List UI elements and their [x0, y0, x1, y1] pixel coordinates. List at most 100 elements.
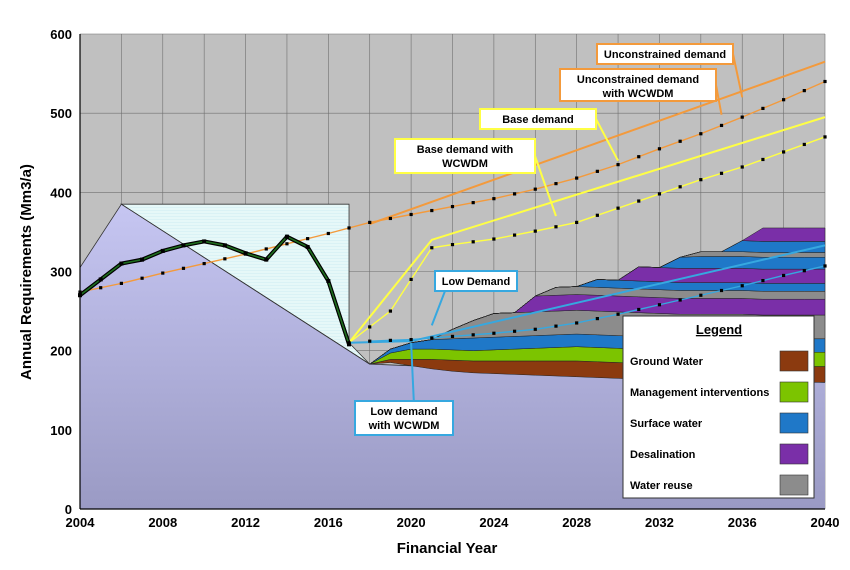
actual-point	[160, 248, 165, 253]
callout-text: with WCWDM	[602, 88, 674, 100]
callout-text: Base demand	[502, 114, 574, 126]
marker-unconstrained-demand-with-wcwdm	[533, 187, 537, 191]
marker-low-demand-with-wcwdm	[823, 264, 827, 268]
line-unconstrained-demand	[369, 60, 826, 225]
legend-swatch	[779, 350, 809, 372]
marker-unconstrained-demand-with-wcwdm	[740, 115, 744, 119]
y-tick-label: 100	[50, 423, 72, 438]
marker-low-demand-with-wcwdm	[699, 293, 703, 297]
stack-area-desalination	[369, 227, 826, 365]
marker-base-demand-with-wcwdm	[471, 240, 475, 244]
legend-label: Ground Water	[630, 356, 704, 368]
marker-base-demand-with-wcwdm	[719, 171, 724, 175]
marker-low-demand-with-wcwdm	[554, 324, 558, 328]
marker-low-demand-with-wcwdm	[678, 298, 682, 302]
marker-base-demand-with-wcwdm	[616, 206, 620, 210]
marker-low-demand-with-wcwdm	[595, 317, 599, 321]
marker-base-demand-with-wcwdm	[575, 220, 579, 225]
marker-low-demand-with-wcwdm	[761, 279, 765, 283]
line-base-demand	[348, 116, 826, 344]
x-tick-label: 2024	[479, 515, 509, 530]
y-tick-label: 500	[50, 106, 72, 121]
marker-base-demand-with-wcwdm	[657, 192, 662, 196]
marker-unconstrained-demand-with-wcwdm	[678, 139, 682, 143]
marker-base-demand-with-wcwdm	[678, 185, 682, 189]
marker-unconstrained-demand-with-wcwdm	[657, 147, 662, 151]
callout-text: Base demand with	[417, 144, 514, 156]
callout-text: Low demand	[370, 406, 437, 418]
callout-text: Unconstrained demand	[604, 49, 726, 61]
marker-unconstrained-demand-with-wcwdm	[699, 132, 703, 136]
actual-point	[347, 342, 352, 347]
marker-unconstrained-demand-with-wcwdm	[181, 266, 186, 270]
marker-base-demand-with-wcwdm	[368, 325, 372, 329]
marker-unconstrained-demand-with-wcwdm	[223, 257, 227, 261]
marker-unconstrained-demand-with-wcwdm	[409, 212, 413, 217]
marker-unconstrained-demand-with-wcwdm	[575, 176, 579, 180]
marker-base-demand-with-wcwdm	[595, 213, 599, 217]
marker-low-demand-with-wcwdm	[533, 327, 537, 331]
marker-base-demand-with-wcwdm	[512, 233, 517, 237]
actual-point	[181, 243, 186, 248]
callout-box	[354, 400, 454, 436]
legend-swatch	[779, 381, 809, 403]
marker-unconstrained-demand-with-wcwdm	[492, 197, 496, 201]
legend-swatch	[779, 474, 809, 496]
marker-unconstrained-demand-with-wcwdm	[802, 89, 806, 93]
callout-text: with WCWDM	[368, 420, 440, 432]
actual-point	[243, 251, 248, 256]
marker-unconstrained-demand-with-wcwdm	[823, 79, 827, 84]
marker-base-demand-with-wcwdm	[823, 135, 827, 139]
marker-unconstrained-demand-with-wcwdm	[202, 261, 206, 266]
marker-unconstrained-demand-with-wcwdm	[388, 216, 393, 221]
marker-low-demand-with-wcwdm	[802, 269, 806, 273]
legend-swatch	[779, 443, 809, 465]
marker-low-demand-with-wcwdm	[368, 339, 372, 343]
marker-unconstrained-demand-with-wcwdm	[554, 182, 558, 186]
callout-box	[434, 270, 518, 292]
callout-text: Low Demand	[442, 276, 510, 288]
marker-unconstrained-demand-with-wcwdm	[368, 220, 372, 225]
actual-point	[222, 243, 227, 248]
marker-unconstrained-demand-with-wcwdm	[264, 247, 268, 251]
callout: Low Demand	[430, 270, 518, 326]
x-tick-label: 2016	[314, 515, 343, 530]
marker-unconstrained-demand-with-wcwdm	[99, 286, 103, 290]
marker-low-demand-with-wcwdm	[430, 336, 434, 340]
actual-point	[119, 261, 124, 266]
callout: Unconstrained demand with WCWDM	[559, 68, 723, 115]
marker-low-demand-with-wcwdm	[616, 312, 620, 316]
marker-unconstrained-demand-with-wcwdm	[347, 226, 351, 230]
legend-swatch	[779, 412, 809, 434]
legend-box	[622, 315, 815, 499]
callout-leader	[732, 53, 744, 98]
marker-low-demand-with-wcwdm	[471, 333, 475, 337]
x-tick-label: 2020	[397, 515, 426, 530]
marker-base-demand-with-wcwdm	[740, 165, 744, 169]
legend-label: Management interventions	[630, 387, 769, 399]
legend-label: Desalination	[630, 449, 696, 461]
actual-point	[305, 244, 310, 249]
callout: Low demand with WCWDM	[354, 342, 454, 436]
y-tick-label: 300	[50, 265, 72, 280]
marker-base-demand-with-wcwdm	[533, 229, 537, 233]
marker-unconstrained-demand-with-wcwdm	[782, 98, 786, 102]
callout: Base demand	[479, 108, 619, 162]
marker-unconstrained-demand-with-wcwdm	[471, 201, 475, 205]
callout-box	[394, 138, 536, 174]
marker-low-demand-with-wcwdm	[657, 303, 662, 307]
actual-point	[98, 277, 103, 282]
marker-base-demand-with-wcwdm	[761, 157, 765, 162]
marker-base-demand-with-wcwdm	[409, 277, 413, 282]
marker-unconstrained-demand-with-wcwdm	[637, 155, 641, 159]
actual-point	[326, 279, 331, 283]
marker-unconstrained-demand-with-wcwdm	[326, 231, 330, 236]
marker-unconstrained-demand-with-wcwdm	[512, 192, 517, 196]
callout-box	[559, 68, 717, 102]
actual-point	[140, 257, 145, 262]
marker-base-demand-with-wcwdm	[637, 199, 641, 203]
marker-unconstrained-demand-with-wcwdm	[761, 106, 765, 111]
x-tick-label: 2012	[231, 515, 260, 530]
y-axis-title: Annual Requirements (Mm3/a)	[18, 164, 35, 380]
marker-low-demand-with-wcwdm	[388, 338, 393, 342]
